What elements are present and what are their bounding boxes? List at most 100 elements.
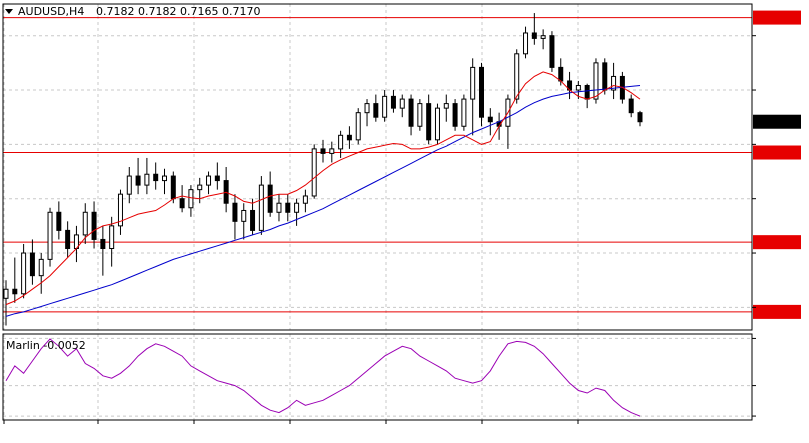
candle-body-bull — [258, 184, 264, 231]
candle-body-bull — [434, 107, 440, 141]
oscillator-line — [5, 338, 641, 417]
candle-body-bull — [575, 85, 581, 91]
candle — [206, 171, 212, 195]
candle — [65, 221, 71, 258]
candle — [47, 207, 53, 267]
grid — [3, 4, 752, 420]
candle — [214, 162, 220, 190]
oscillator — [5, 338, 641, 417]
candle-body-bull — [47, 211, 53, 260]
candle — [628, 94, 634, 118]
candle-body-bull — [188, 189, 194, 209]
candle — [540, 29, 546, 50]
candle-body-bear — [135, 175, 141, 186]
candle — [461, 94, 467, 131]
candle — [417, 99, 423, 131]
candle — [399, 94, 405, 118]
candle-body-bear — [153, 173, 159, 182]
candle-body-bear — [91, 211, 97, 240]
candle-body-bull — [329, 148, 335, 154]
candle-body-bear — [584, 85, 590, 100]
candle — [117, 189, 123, 235]
candle — [452, 99, 458, 131]
candle — [434, 103, 440, 145]
candle-body-bull — [144, 173, 150, 186]
candle-body-bear — [320, 148, 326, 154]
candle — [346, 126, 352, 149]
candle — [294, 198, 300, 226]
candle-body-bull — [82, 211, 88, 236]
level-label-bg — [753, 10, 801, 25]
candle-body-bull — [162, 175, 167, 182]
candle — [364, 99, 370, 127]
candle-body-bull — [241, 209, 247, 222]
candle — [258, 176, 264, 235]
candle-body-bear — [214, 175, 220, 182]
candle — [443, 94, 449, 122]
candle-body-bull — [21, 252, 27, 295]
chart-header: AUDUSD,H4 0.7182 0.7182 0.7165 0.7170 — [5, 5, 260, 18]
candle — [373, 94, 379, 122]
moving-averages — [5, 71, 641, 317]
indicator-label: Marlin -0.0052 — [6, 339, 86, 352]
candle — [470, 58, 476, 136]
candle — [109, 216, 115, 267]
candle — [549, 31, 555, 72]
candle-body-bear — [479, 66, 484, 118]
candle — [611, 62, 617, 100]
dropdown-triangle-icon[interactable] — [5, 9, 13, 14]
candle-body-bear — [390, 95, 396, 109]
candles — [3, 13, 643, 326]
candle-body-bear — [170, 175, 176, 200]
candle-body-bull — [109, 225, 115, 250]
candle — [531, 13, 537, 45]
candle-body-bull — [540, 35, 546, 39]
candle-body-bull — [197, 184, 203, 191]
candle-body-bull — [593, 62, 599, 100]
chart-frames — [2, 3, 753, 421]
main-panel-frame — [2, 3, 753, 331]
candle-body-bull — [126, 175, 132, 195]
candle — [637, 110, 643, 127]
candle — [320, 139, 326, 163]
candle — [276, 194, 282, 222]
candle-body-bear — [100, 238, 106, 249]
candle-body-bear — [637, 112, 643, 123]
candle — [38, 253, 44, 294]
candle-body-bull — [364, 103, 370, 114]
candle-body-bull — [461, 98, 467, 127]
candle-body-bear — [12, 288, 18, 295]
ohlc-values: 0.7182 0.7182 0.7165 0.7170 — [96, 5, 260, 18]
candle-body-bull — [302, 195, 308, 204]
candle-body-bear — [558, 66, 564, 82]
candle — [29, 239, 35, 285]
level-label-bg — [753, 235, 801, 250]
candle — [91, 201, 97, 249]
candle-body-bear — [487, 116, 493, 123]
level-label-bg — [753, 145, 801, 160]
candle-body-bull — [3, 288, 9, 299]
candle — [514, 49, 520, 104]
candle-body-bear — [549, 35, 555, 68]
candle-body-bull — [417, 103, 423, 127]
candle-body-bull — [311, 148, 317, 197]
level-lines — [3, 10, 801, 319]
candle-body-bear — [179, 198, 185, 209]
candle-body-bear — [56, 211, 62, 231]
level-label-bg — [753, 304, 801, 319]
symbol-timeframe: AUDUSD,H4 — [18, 5, 84, 18]
candle — [100, 225, 106, 276]
candle — [479, 62, 484, 127]
candle-body-bull — [523, 32, 529, 55]
candle-body-bull — [276, 202, 282, 213]
candle-body-bear — [346, 134, 352, 141]
candle-body-bear — [29, 252, 35, 277]
candle-body-bear — [408, 98, 414, 127]
candle-body-bull — [443, 103, 449, 109]
candle-body-bull — [611, 75, 617, 91]
candle-body-bull — [470, 66, 476, 100]
candle-body-bear — [373, 103, 379, 118]
candle — [250, 198, 256, 235]
